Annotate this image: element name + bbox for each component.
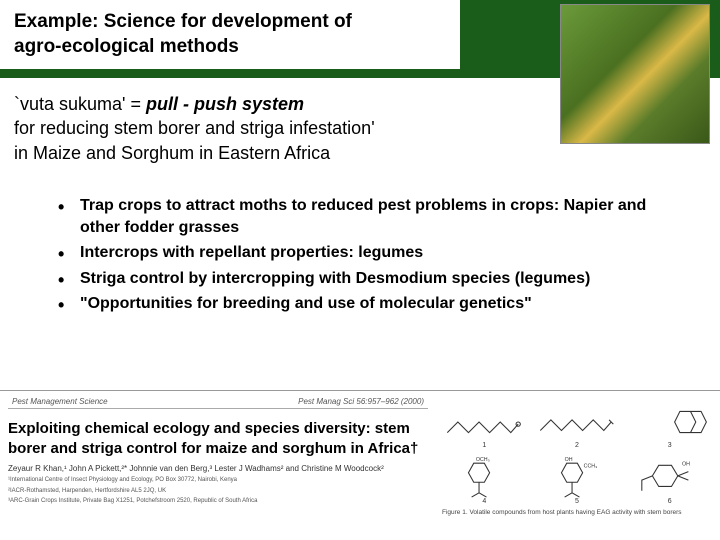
mol-label: 5 [575, 498, 579, 505]
paper-authors: Zeyaur R Khan,¹ John A Pickett,²* Johnni… [8, 464, 428, 474]
molecule-5: CCH₃ OH 5 [535, 453, 620, 503]
molecule-grid: 1 2 3 OCH₃ 4 CCH₃ OH 5 OH 6 [442, 397, 712, 503]
paper-figure: 1 2 3 OCH₃ 4 CCH₃OH 5 OH 6 Figur [442, 397, 712, 517]
paper-title: Exploiting chemical ecology and species … [8, 419, 428, 458]
subtitle-block: `vuta sukuma' = pull - push system for r… [14, 92, 554, 165]
molecule-1: 1 [442, 397, 527, 447]
subtitle-emphasis: pull - push system [146, 94, 304, 114]
bullet-item: Intercrops with repellant properties: le… [50, 242, 680, 264]
bullet-item: Striga control by intercropping with Des… [50, 268, 680, 290]
journal-citation: Pest Manag Sci 56:957–962 (2000) [298, 397, 424, 406]
subtitle-line2: for reducing stem borer and striga infes… [14, 118, 375, 138]
title-line1: Example: Science for development of [14, 10, 446, 35]
maize-photo [560, 4, 710, 144]
bullet-list: Trap crops to attract moths to reduced p… [50, 195, 680, 319]
title-line2: agro-ecological methods [14, 35, 446, 60]
affiliation: ²IACR-Rothamsted, Harpenden, Hertfordshi… [8, 488, 428, 496]
molecule-2: 2 [535, 397, 620, 447]
molecule-3: 3 [627, 397, 712, 447]
subtitle-line3: in Maize and Sorghum in Eastern Africa [14, 143, 330, 163]
mol-label: 1 [482, 442, 486, 449]
svg-text:OH: OH [564, 457, 572, 463]
journal-name: Pest Management Science [12, 397, 108, 406]
mol-label: 3 [668, 442, 672, 449]
slide-title: Example: Science for development of agro… [0, 0, 460, 72]
molecule-6: OH 6 [627, 453, 712, 503]
svg-text:CCH₃: CCH₃ [583, 463, 597, 469]
svg-text:OH: OH [682, 461, 690, 467]
mol-label: 6 [668, 498, 672, 505]
paper-excerpt: Pest Management Science Pest Manag Sci 5… [0, 390, 720, 540]
paper-left-column: Pest Management Science Pest Manag Sci 5… [8, 395, 428, 506]
svg-text:OCH₃: OCH₃ [476, 457, 490, 463]
bullet-item: Trap crops to attract moths to reduced p… [50, 195, 680, 238]
bullet-item: "Opportunities for breeding and use of m… [50, 293, 680, 315]
affiliation: ³ARC-Grain Crops Institute, Private Bag … [8, 498, 428, 506]
journal-header: Pest Management Science Pest Manag Sci 5… [8, 395, 428, 409]
molecule-4: OCH₃ 4 [442, 453, 527, 503]
mol-label: 4 [482, 498, 486, 505]
mol-label: 2 [575, 442, 579, 449]
subtitle-prefix: `vuta sukuma' = [14, 94, 146, 114]
affiliation: ¹International Centre of Insect Physiolo… [8, 477, 428, 485]
figure-caption: Figure 1. Volatile compounds from host p… [442, 509, 712, 517]
